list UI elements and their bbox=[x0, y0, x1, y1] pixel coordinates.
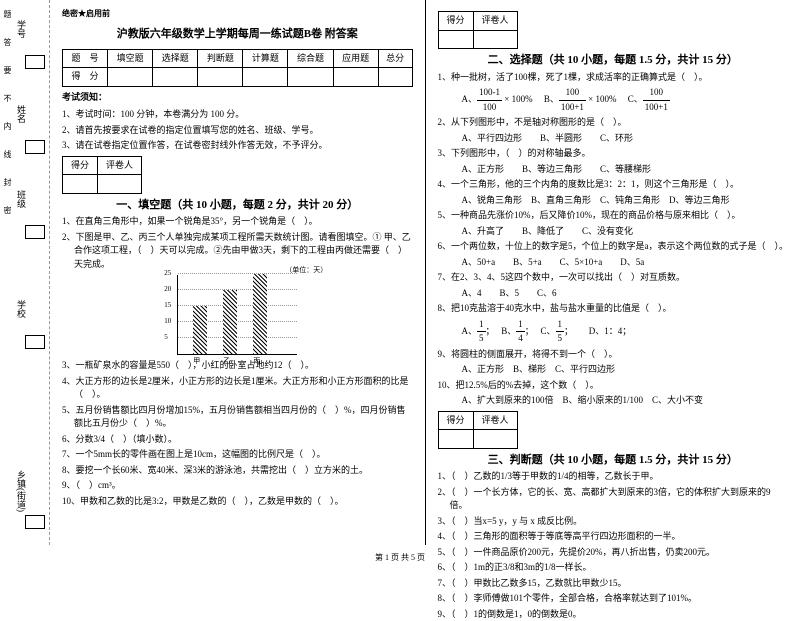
margin-char: 不 bbox=[2, 94, 13, 102]
q: 3、下列图形中，（ ）的对称轴最多。 bbox=[438, 147, 789, 161]
confidential-label: 绝密★启用前 bbox=[62, 8, 413, 20]
binding-margin: 题 答 要 不 内 线 封 密 学号 姓名 班级 学校 乡镇(街道) bbox=[0, 0, 50, 545]
score-col: 应用题 bbox=[333, 49, 378, 68]
margin-box bbox=[25, 140, 45, 154]
q: 7、在2、3、4、5这四个数中，一次可以找出（ ）对互质数。 bbox=[438, 271, 789, 285]
q: 6、一个两位数，十位上的数字是5，个位上的数字是a，表示这个两位数的式子是（ ）… bbox=[438, 240, 789, 254]
margin-label: 学号 bbox=[15, 20, 28, 38]
bar bbox=[253, 274, 267, 354]
q: 5、一种商品先涨价10%，后又降价10%，现在的商品价格与原来相比（ ）。 bbox=[438, 209, 789, 223]
q-opt: A、正方形 B、梯形 C、平行四边形 bbox=[462, 363, 789, 377]
q: 3、（ ）当x=5 y，y 与 x 成反比例。 bbox=[438, 515, 789, 529]
q: 9、（ ）cm³。 bbox=[62, 479, 413, 493]
score-row2: 得 分 bbox=[63, 68, 108, 87]
q: 4、一个三角形，他的三个内角的度数比是3：2：1，则这个三角形是（ ）。 bbox=[438, 178, 789, 192]
q-options: A、100-1100 × 100% B、100100+1 × 100% C、10… bbox=[462, 86, 789, 114]
notice: 2、请首先按要求在试卷的指定位置填写您的姓名、班级、学号。 bbox=[62, 124, 413, 138]
score-table: 题 号 填空题 选择题 判断题 计算题 综合题 应用题 总分 得 分 bbox=[62, 49, 413, 87]
q: 2、（ ）一个长方体，它的长、宽、高都扩大到原来的3倍，它的体积扩大到原来的9倍… bbox=[438, 486, 789, 513]
q: 10、甲数和乙数的比是3:2，甲数是乙数的（ ），乙数是甲数的（ ）。 bbox=[62, 495, 413, 509]
q: 8、把10克盐溶于40克水中，盐与盐水重量的比值是（ ）。 bbox=[438, 302, 789, 316]
notice: 3、请在试卷指定位置作答，在试卷密封线外作答无效，不予评分。 bbox=[62, 139, 413, 153]
margin-char: 内 bbox=[2, 122, 13, 130]
score-col: 选择题 bbox=[153, 49, 198, 68]
margin-label: 班级 bbox=[15, 190, 28, 208]
q-opt: A、升高了 B、降低了 C、没有变化 bbox=[462, 225, 789, 239]
page-footer: 第 1 页 共 5 页 bbox=[0, 552, 800, 563]
q-opt: A、扩大到原来的100倍 B、缩小原来的1/100 C、大小不变 bbox=[462, 394, 789, 408]
margin-box bbox=[25, 335, 45, 349]
notice-head: 考试须知： bbox=[62, 91, 413, 105]
exam-title: 沪教版六年级数学上学期每周一练试题B卷 附答案 bbox=[62, 26, 413, 43]
q: 1、（ ）乙数的1/3等于甲数的1/4的相等，乙数长于甲。 bbox=[438, 470, 789, 484]
bar bbox=[193, 306, 207, 354]
q-opt: A、50+a B、5+a C、5×10+a D、5a bbox=[462, 256, 789, 270]
q: 3、一瓶矿泉水的容量是550（ ），小红的卧室占地约12（ ）。 bbox=[62, 359, 413, 373]
q: 7、一个5mm长的零件画在图上是10cm，这幅图的比例尺是（ ）。 bbox=[62, 448, 413, 462]
margin-label: 乡镇(街道) bbox=[15, 470, 28, 512]
q-opt: A、平行四边形 B、半圆形 C、环形 bbox=[462, 132, 789, 146]
bar bbox=[223, 290, 237, 354]
q: 2、下图是甲、乙、丙三个人单独完成某项工程所需天数统计图。请看图填空。① 甲、乙… bbox=[62, 231, 413, 272]
margin-char: 封 bbox=[2, 178, 13, 186]
right-column: 得分评卷人 二、选择题（共 10 小题，每题 1.5 分，共计 15 分） 1、… bbox=[425, 0, 800, 545]
q: 6、分数3/4（ ）（填小数）。 bbox=[62, 433, 413, 447]
notice: 1、考试时间：100 分钟，本卷满分为 100 分。 bbox=[62, 108, 413, 122]
grade-box: 得分评卷人 bbox=[438, 411, 518, 449]
q: 9、将圆柱的侧面展开，将得不到一个（ ）。 bbox=[438, 348, 789, 362]
q: 1、种一批树，活了100棵，死了1棵，求成活率的正确算式是（ ）。 bbox=[438, 71, 789, 85]
q-opt: A、4 B、5 C、6 bbox=[462, 287, 789, 301]
q: 4、大正方形的边长是2厘米，小正方形的边长是1厘米。大正方形和小正方形面积的比是… bbox=[62, 375, 413, 402]
q: 9、（ ）1的倒数是1，0的倒数是0。 bbox=[438, 608, 789, 621]
score-col: 判断题 bbox=[198, 49, 243, 68]
left-column: 绝密★启用前 沪教版六年级数学上学期每周一练试题B卷 附答案 题 号 填空题 选… bbox=[50, 0, 425, 545]
q: 10、把12.5%后的%去掉，这个数（ ）。 bbox=[438, 379, 789, 393]
margin-char: 要 bbox=[2, 66, 13, 74]
score-col: 综合题 bbox=[288, 49, 333, 68]
grade-box: 得分评卷人 bbox=[438, 11, 518, 49]
q-options: A、15； B、14； C、15； D、1：4； bbox=[462, 318, 789, 346]
grade-box: 得分评卷人 bbox=[62, 156, 142, 194]
q: 4、（ ）三角形的面积等于等底等高平行四边形面积的一半。 bbox=[438, 530, 789, 544]
q: 8、要挖一个长60米、宽40米、深3米的游泳池，共需挖出（ ）立方米的土。 bbox=[62, 464, 413, 478]
q: 5、五月份销售额比四月份增加15%，五月份销售额相当四月份的（ ）%，四月份销售… bbox=[62, 404, 413, 431]
q-opt: A、锐角三角形 B、直角三角形 C、钝角三角形 D、等边三角形 bbox=[462, 194, 789, 208]
margin-box bbox=[25, 515, 45, 529]
margin-char: 答 bbox=[2, 38, 13, 46]
q: 8、（ ）李师傅做101个零件，全部合格，合格率就达到了101%。 bbox=[438, 592, 789, 606]
q-opt: A、正方形 B、等边三角形 C、等腰梯形 bbox=[462, 163, 789, 177]
score-col: 题 号 bbox=[63, 49, 108, 68]
score-col: 填空题 bbox=[108, 49, 153, 68]
q: 2、从下列图形中，不是轴对称图形的是（ ）。 bbox=[438, 116, 789, 130]
section3-title: 三、判断题（共 10 小题，每题 1.5 分，共计 15 分） bbox=[438, 452, 789, 469]
margin-label: 姓名 bbox=[15, 105, 28, 123]
score-col: 总分 bbox=[378, 49, 412, 68]
margin-char: 密 bbox=[2, 206, 13, 214]
margin-box bbox=[25, 225, 45, 239]
margin-char: 题 bbox=[2, 10, 13, 18]
margin-box bbox=[25, 55, 45, 69]
section2-title: 二、选择题（共 10 小题，每题 1.5 分，共计 15 分） bbox=[438, 52, 789, 69]
score-col: 计算题 bbox=[243, 49, 288, 68]
bar-chart: （单位：天） 5 10 15 20 25 甲 乙 丙 bbox=[177, 275, 297, 355]
q: 1、在直角三角形中，如果一个锐角是35°，另一个锐角是（ ）。 bbox=[62, 215, 413, 229]
margin-label: 学校 bbox=[15, 300, 28, 318]
q: 7、（ ）甲数比乙数多15，乙数就比甲数少15。 bbox=[438, 577, 789, 591]
margin-char: 线 bbox=[2, 150, 13, 158]
q: 6、（ ）1m的正3/8和3m的1/8一样长。 bbox=[438, 561, 789, 575]
section1-title: 一、填空题（共 10 小题，每题 2 分，共计 20 分） bbox=[62, 197, 413, 214]
